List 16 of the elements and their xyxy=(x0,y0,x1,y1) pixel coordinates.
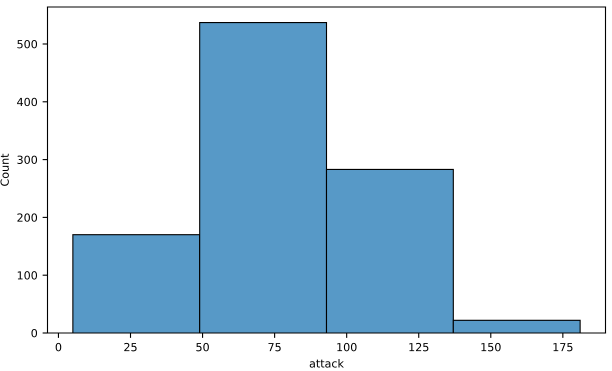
x-axis-title: attack xyxy=(310,359,344,368)
x-tick-label: 150 xyxy=(481,342,501,352)
y-tick-label: 0 xyxy=(31,328,38,338)
y-tick-label: 200 xyxy=(17,213,38,222)
y-axis-title: Count xyxy=(0,154,9,186)
x-tick-label: 25 xyxy=(124,342,137,352)
x-tick-label: 100 xyxy=(337,342,357,352)
y-tick-label: 100 xyxy=(18,271,38,280)
y-tick-label: 400 xyxy=(17,98,38,106)
x-tick-label: 0 xyxy=(56,342,62,352)
x-tick-label: 75 xyxy=(268,343,281,352)
y-tick-label: 500 xyxy=(17,40,38,48)
x-tick-label: 175 xyxy=(553,343,572,352)
x-tick-label: 125 xyxy=(409,342,428,352)
y-tick-label: 300 xyxy=(17,156,38,164)
x-tick-label: 50 xyxy=(196,342,209,352)
